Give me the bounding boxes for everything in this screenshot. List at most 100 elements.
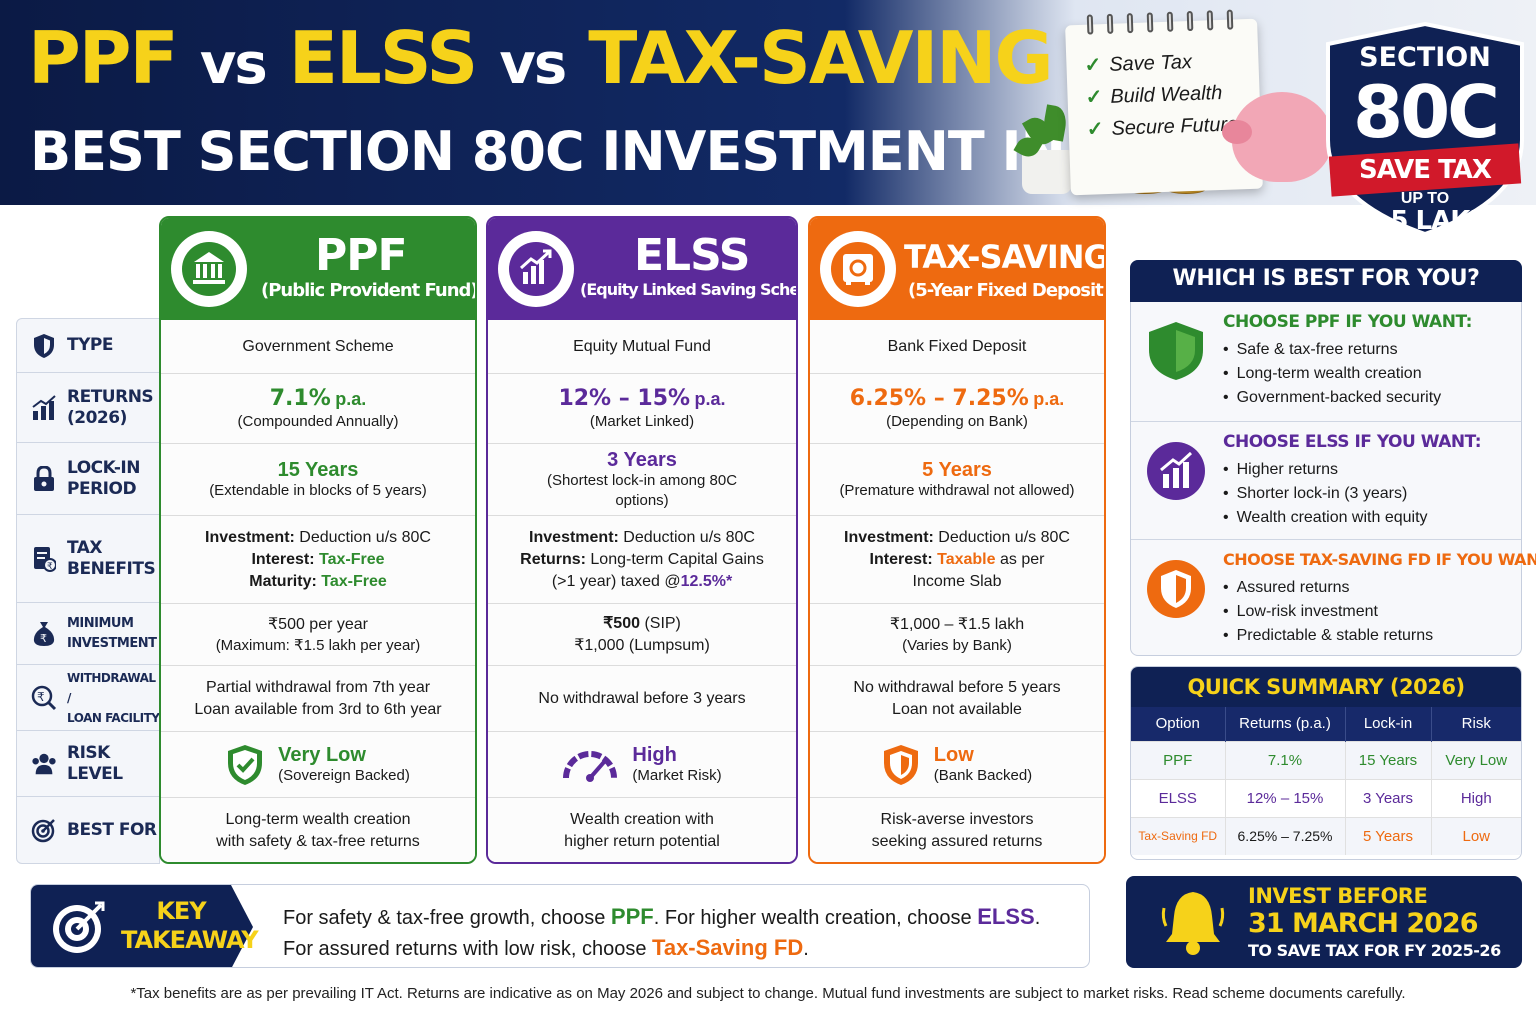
- badge-amount: ₹1.5 LAKH*: [1347, 206, 1503, 236]
- safe-icon: [820, 231, 896, 307]
- shield-icon: [31, 333, 57, 359]
- elss-column: ELSS (Equity Linked Saving Scheme) Equit…: [486, 216, 798, 864]
- fd-body: Bank Fixed Deposit 6.25% – 7.25% p.a. (D…: [810, 320, 1104, 862]
- choose-ppf: CHOOSE PPF IF YOU WANT: Safe & tax-free …: [1131, 302, 1521, 422]
- elss-minimum: ₹500 (SIP) ₹1,000 (Lumpsum): [488, 604, 796, 666]
- growth-chart-icon: [1147, 442, 1205, 500]
- badge-code: 80C: [1352, 70, 1500, 154]
- choose-fd: CHOOSE TAX-SAVING FD IF YOU WANT: Assure…: [1131, 540, 1536, 654]
- check-icon: ✓: [1085, 86, 1103, 109]
- shield-check-icon: [228, 744, 263, 785]
- badge-upto: UP TO: [1400, 190, 1450, 207]
- rupee-search-icon: ₹: [31, 685, 57, 711]
- checklist-item: ✓ Secure Future: [1086, 113, 1239, 141]
- elss-name: ELSS: [634, 230, 750, 281]
- ppf-body: Government Scheme 7.1% p.a. (Compounded …: [161, 320, 475, 862]
- row-label-minimum: ₹ MINIMUM INVESTMENT: [17, 603, 161, 665]
- fd-header: TAX-SAVING FD (5-Year Fixed Deposit): [810, 218, 1104, 320]
- table-row: PPF 7.1% 15 Years Very Low: [1131, 740, 1521, 779]
- which-best-header: [1130, 260, 1522, 302]
- table-row: ELSS 12% – 15% 3 Years High: [1131, 778, 1521, 817]
- title-vs: vs: [499, 32, 567, 97]
- people-icon: [31, 751, 57, 777]
- checklist-item: ✓ Save Tax: [1084, 51, 1193, 77]
- fd-fullname: (5-Year Fixed Deposit): [908, 280, 1106, 301]
- ppf-tax: Investment: Deduction u/s 80C Interest: …: [161, 516, 475, 604]
- elss-body: Equity Mutual Fund 12% – 15% p.a. (Marke…: [488, 320, 796, 862]
- fd-minimum: ₹1,000 – ₹1.5 lakh (Varies by Bank): [810, 604, 1104, 666]
- check-icon: ✓: [1084, 54, 1102, 77]
- row-label-lockin: LOCK-IN PERIOD: [17, 443, 161, 515]
- ppf-column: PPF (Public Provident Fund) Government S…: [159, 216, 477, 864]
- summary-table: Option Returns (p.a.) Lock-in Risk PPF 7…: [1131, 707, 1521, 855]
- fd-tax: Investment: Deduction u/s 80C Interest: …: [810, 516, 1104, 604]
- title-ppf: PPF: [28, 16, 179, 100]
- key-takeaway-label: KEY TAKEAWAY: [121, 897, 259, 954]
- elss-tax: Investment: Deduction u/s 80C Returns: L…: [488, 516, 796, 604]
- svg-text:₹: ₹: [40, 632, 47, 645]
- plant-icon: [1013, 104, 1072, 194]
- elss-fullname: (Equity Linked Saving Scheme): [580, 280, 796, 299]
- money-bag-icon: ₹: [31, 621, 57, 647]
- fd-column: TAX-SAVING FD (5-Year Fixed Deposit) Ban…: [808, 216, 1106, 864]
- bank-icon: [171, 231, 247, 307]
- fd-type: Bank Fixed Deposit: [810, 320, 1104, 374]
- key-takeaway-text: For safety & tax-free growth, choose PPF…: [283, 904, 1041, 960]
- badge-section-label: SECTION: [1359, 42, 1491, 73]
- ppf-returns: 7.1% p.a. (Compounded Annually): [161, 374, 475, 444]
- ppf-type: Government Scheme: [161, 320, 475, 374]
- check-icon: ✓: [1086, 118, 1104, 141]
- ppf-best-for: Long-term wealth creation with safety & t…: [216, 811, 420, 850]
- title-vs: vs: [199, 32, 268, 97]
- which-best-title: WHICH IS BEST FOR YOU?: [1172, 266, 1480, 291]
- elss-lockin: 3 Years (Shortest lock-in among 80C opti…: [488, 444, 796, 516]
- checklist-notepad: ✓ Save Tax ✓ Build Wealth ✓ Secure Future: [1065, 9, 1263, 196]
- table-header-row: Option Returns (p.a.) Lock-in Risk: [1131, 707, 1521, 741]
- ppf-minimum: ₹500 per year (Maximum: ₹1.5 lakh per ye…: [161, 604, 475, 666]
- row-label-best: BEST FOR: [17, 797, 161, 863]
- invest-before-date: 31 MARCH 2026: [1248, 908, 1478, 939]
- quick-summary-title: QUICK SUMMARY (2026): [1187, 675, 1465, 699]
- speedometer-icon: [563, 750, 618, 782]
- ppf-withdrawal: Partial withdrawal from 7th year Loan ava…: [161, 666, 475, 732]
- bell-icon: [1161, 892, 1225, 955]
- ppf-risk: Very Low (Sovereign Backed): [161, 732, 475, 798]
- invest-before-line3: TO SAVE TAX FOR FY 2025-26: [1248, 941, 1501, 960]
- row-label-risk: RISK LEVEL: [17, 731, 161, 797]
- shield-icon: [1149, 322, 1203, 380]
- fd-risk: Low (Bank Backed): [810, 732, 1104, 798]
- elss-type: Equity Mutual Fund: [488, 320, 796, 374]
- row-label-withdrawal: ₹ WITHDRAWAL / LOAN FACILITY: [17, 665, 161, 731]
- ppf-header: PPF (Public Provident Fund): [161, 218, 475, 320]
- row-label-tax: ₹ TAX BENEFITS: [17, 515, 161, 603]
- lock-icon: [31, 465, 57, 492]
- elss-risk: High (Market Risk): [488, 732, 796, 798]
- target-icon: [53, 901, 105, 953]
- badge-save-tax: SAVE TAX: [1359, 155, 1492, 185]
- fd-lockin: 5 Years (Premature withdrawal not allowe…: [810, 444, 1104, 516]
- bar-chart-icon: [31, 394, 57, 421]
- tax-document-icon: ₹: [31, 546, 57, 572]
- page-title: PPF vs ELSS vs TAX-SAVING FD: [28, 14, 1182, 109]
- shield-icon: [883, 744, 918, 785]
- title-elss: ELSS: [288, 16, 479, 100]
- svg-text:₹: ₹: [47, 562, 53, 572]
- growth-chart-icon: [498, 231, 574, 307]
- elss-header: ELSS (Equity Linked Saving Scheme): [488, 218, 796, 320]
- comparison-row-labels: TYPE RETURNS (2026) LOCK-IN PERIOD ₹ TAX BE…: [16, 318, 161, 864]
- choose-elss: CHOOSE ELSS IF YOU WANT: Higher returnsS…: [1131, 422, 1521, 540]
- fd-withdrawal: No withdrawal before 5 years Loan not ava…: [810, 666, 1104, 732]
- quick-summary-header: [1131, 667, 1521, 707]
- ppf-lockin: 15 Years (Extendable in blocks of 5 year…: [161, 444, 475, 516]
- target-icon: [31, 817, 57, 843]
- elss-best-for: Wealth creation with higher return potent…: [564, 811, 720, 850]
- row-label-type: TYPE: [17, 319, 161, 373]
- key-takeaway: KEY TAKEAWAY For safety & tax-free growt…: [30, 884, 1090, 968]
- fd-best-for: Risk-averse investors seeking assured ret…: [871, 811, 1043, 850]
- checklist-item: ✓ Build Wealth: [1085, 81, 1223, 109]
- fd-returns: 6.25% – 7.25% p.a. (Depending on Bank): [810, 374, 1104, 444]
- row-label-returns: RETURNS (2026): [17, 373, 161, 443]
- fd-name: TAX-SAVING FD: [904, 238, 1106, 276]
- piggy-snout: [1222, 120, 1252, 144]
- ppf-fullname: (Public Provident Fund): [261, 280, 477, 301]
